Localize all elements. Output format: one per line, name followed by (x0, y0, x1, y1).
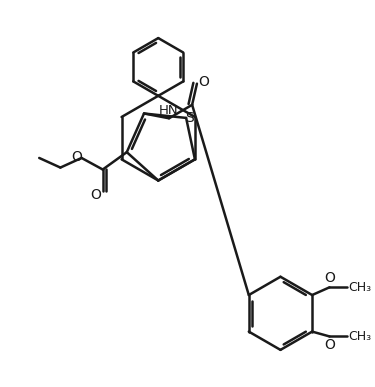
Text: O: O (71, 150, 82, 164)
Text: S: S (186, 111, 194, 125)
Text: CH₃: CH₃ (349, 330, 372, 343)
Text: O: O (198, 75, 209, 89)
Text: O: O (324, 338, 335, 352)
Text: O: O (90, 188, 101, 202)
Text: O: O (324, 271, 335, 285)
Text: CH₃: CH₃ (349, 281, 372, 294)
Text: HN: HN (159, 104, 179, 117)
